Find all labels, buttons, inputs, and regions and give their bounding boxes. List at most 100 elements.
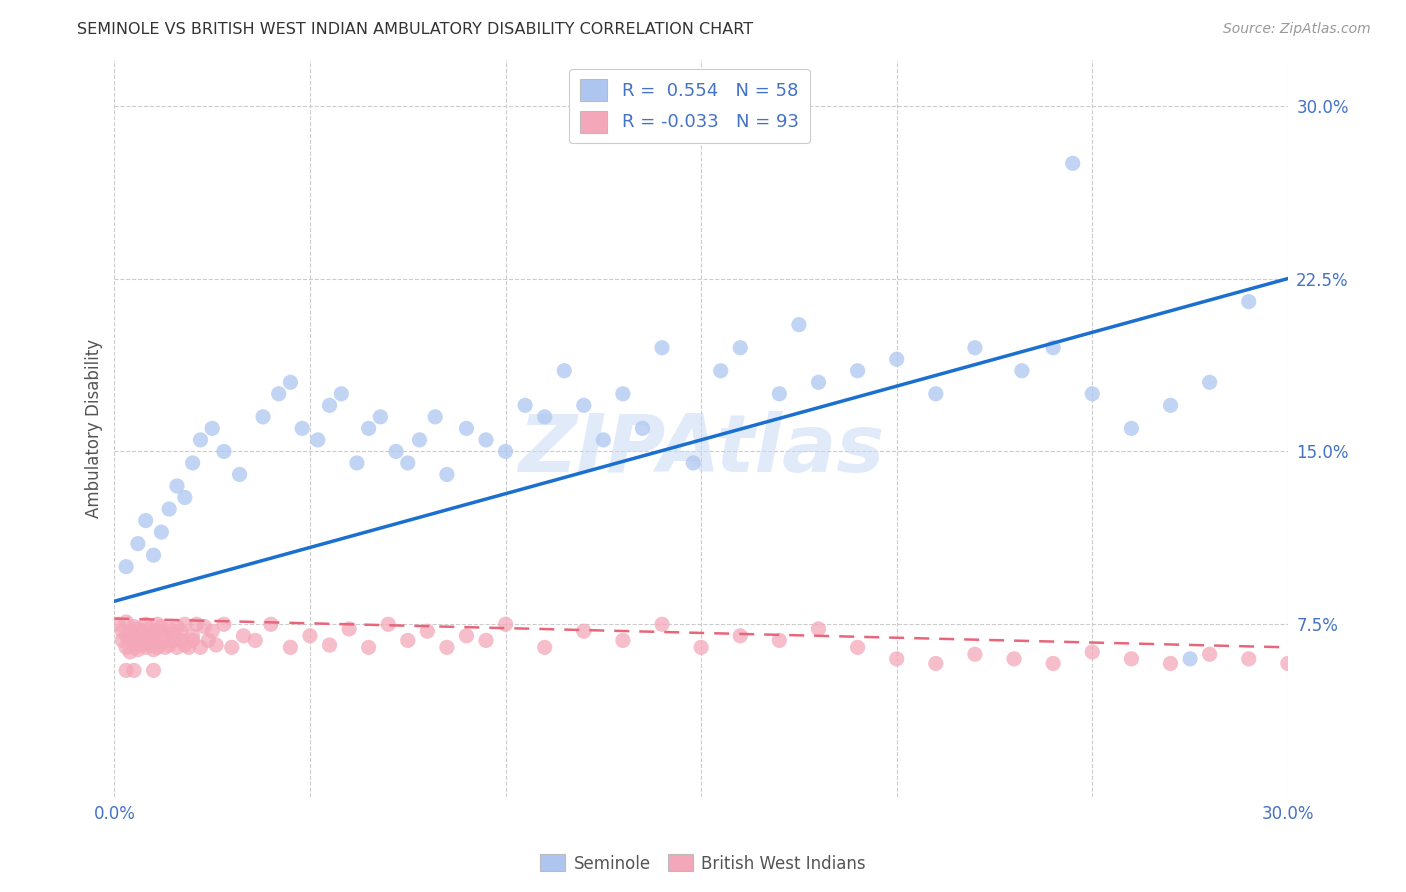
Point: [495, 444, 517, 458]
Point: [1121, 652, 1143, 666]
Point: [377, 617, 399, 632]
Point: [155, 640, 177, 655]
Point: [456, 421, 478, 435]
Point: [807, 376, 830, 390]
Point: [142, 642, 165, 657]
Point: [197, 633, 219, 648]
Point: [260, 617, 283, 632]
Point: [346, 456, 368, 470]
Point: [1011, 364, 1033, 378]
Legend: Seminole, British West Indians: Seminole, British West Indians: [534, 847, 872, 880]
Point: [228, 467, 250, 482]
Point: [886, 652, 908, 666]
Point: [181, 456, 204, 470]
Point: [155, 629, 177, 643]
Point: [475, 433, 498, 447]
Point: [122, 629, 145, 643]
Point: [925, 657, 948, 671]
Point: [651, 341, 673, 355]
Point: [131, 624, 153, 639]
Point: [357, 640, 380, 655]
Point: [135, 617, 157, 632]
Point: [157, 622, 180, 636]
Point: [1277, 657, 1299, 671]
Point: [728, 341, 751, 355]
Point: [127, 536, 149, 550]
Point: [146, 617, 169, 632]
Point: [166, 640, 188, 655]
Point: [142, 626, 165, 640]
Point: [177, 640, 200, 655]
Point: [115, 559, 138, 574]
Point: [710, 364, 733, 378]
Point: [416, 624, 439, 639]
Point: [135, 633, 157, 648]
Point: [1160, 398, 1182, 412]
Point: [115, 629, 138, 643]
Point: [592, 433, 614, 447]
Text: Source: ZipAtlas.com: Source: ZipAtlas.com: [1223, 22, 1371, 37]
Point: [612, 633, 634, 648]
Point: [436, 467, 458, 482]
Point: [307, 433, 329, 447]
Point: [170, 633, 193, 648]
Point: [963, 341, 986, 355]
Point: [142, 633, 165, 648]
Point: [120, 645, 142, 659]
Point: [173, 491, 195, 505]
Point: [122, 640, 145, 655]
Point: [190, 433, 212, 447]
Point: [787, 318, 810, 332]
Point: [201, 624, 224, 639]
Point: [138, 629, 160, 643]
Point: [291, 421, 314, 435]
Point: [127, 642, 149, 657]
Point: [886, 352, 908, 367]
Point: [612, 386, 634, 401]
Point: [728, 629, 751, 643]
Point: [963, 647, 986, 661]
Point: [690, 640, 713, 655]
Point: [193, 619, 215, 633]
Point: [221, 640, 243, 655]
Point: [318, 638, 340, 652]
Point: [115, 615, 138, 629]
Point: [157, 638, 180, 652]
Point: [280, 640, 302, 655]
Point: [190, 640, 212, 655]
Point: [572, 624, 595, 639]
Point: [127, 622, 149, 636]
Point: [925, 386, 948, 401]
Point: [533, 640, 555, 655]
Text: SEMINOLE VS BRITISH WEST INDIAN AMBULATORY DISABILITY CORRELATION CHART: SEMINOLE VS BRITISH WEST INDIAN AMBULATO…: [77, 22, 754, 37]
Point: [138, 622, 160, 636]
Point: [1178, 652, 1201, 666]
Point: [651, 617, 673, 632]
Point: [131, 638, 153, 652]
Point: [122, 619, 145, 633]
Point: [337, 622, 360, 636]
Point: [115, 664, 138, 678]
Point: [212, 617, 235, 632]
Point: [396, 633, 419, 648]
Point: [1081, 386, 1104, 401]
Point: [1042, 657, 1064, 671]
Point: [1237, 652, 1260, 666]
Point: [162, 626, 184, 640]
Point: [146, 640, 169, 655]
Point: [166, 479, 188, 493]
Point: [150, 619, 173, 633]
Point: [173, 617, 195, 632]
Point: [1198, 647, 1220, 661]
Point: [456, 629, 478, 643]
Point: [572, 398, 595, 412]
Point: [330, 386, 353, 401]
Point: [1121, 421, 1143, 435]
Point: [370, 409, 392, 424]
Point: [1198, 376, 1220, 390]
Point: [1002, 652, 1025, 666]
Point: [120, 624, 142, 639]
Point: [142, 548, 165, 562]
Point: [150, 636, 173, 650]
Point: [150, 624, 173, 639]
